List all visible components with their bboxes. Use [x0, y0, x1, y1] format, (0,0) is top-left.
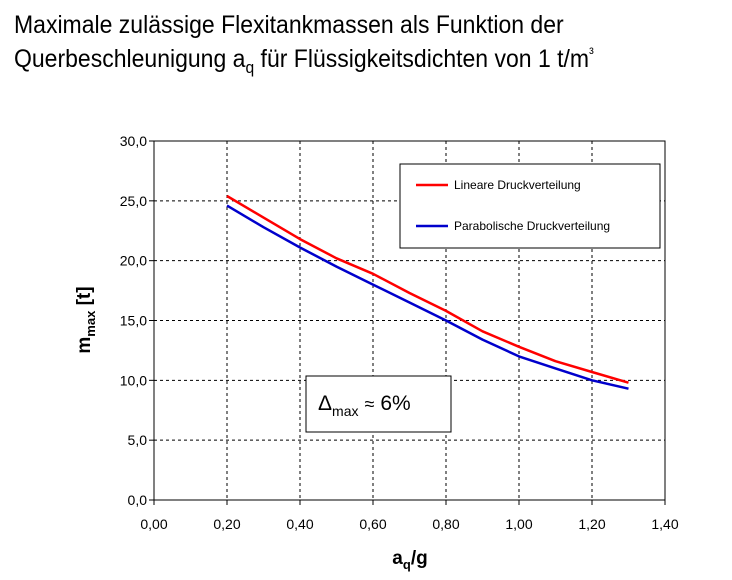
x-tick-label: 1,00 [505, 516, 532, 532]
title-subscript: q [245, 58, 255, 77]
annotation-frame [305, 375, 452, 433]
title-line-2-rest: für Flüssigkeitsdichten von 1 t/m [254, 45, 590, 73]
chart-title: Maximale zulässige Flexitankmassen als F… [14, 8, 658, 76]
grid [154, 141, 665, 500]
y-tick-label: 20,0 [120, 253, 147, 269]
y-axis-ticks: 0,0 5,0 10,0 15,0 20,0 25,0 30,0 [120, 133, 154, 508]
y-tick-label: 30,0 [120, 133, 147, 149]
annotation-value: 6% [380, 392, 410, 415]
title-line-1: Maximale zulässige Flexitankmassen als F… [14, 11, 564, 39]
y-tick-label: 25,0 [120, 193, 147, 209]
y-tick-label: 10,0 [120, 372, 147, 388]
x-axis-label-sub: q [403, 557, 411, 572]
legend-box [399, 163, 661, 249]
y-tick-label: 0,0 [128, 492, 148, 508]
y-axis-label-rest: [t] [74, 286, 95, 310]
x-tick-label: 1,20 [578, 516, 605, 532]
x-tick-label: 0,60 [359, 516, 386, 532]
y-axis-label-sub: max [83, 310, 98, 337]
legend-label-parabolische: Parabolische Druckverteilung [454, 219, 610, 233]
annotation-box: Δmax ≈6% [305, 375, 452, 433]
annotation-sub: max [332, 403, 358, 419]
x-tick-label: 0,80 [432, 516, 459, 532]
annotation-delta: Δ [318, 392, 332, 415]
x-tick-label: 0,40 [286, 516, 313, 532]
y-axis-label-main: m [74, 337, 95, 354]
title-line-2-text: Querbeschleunigung a [14, 45, 246, 73]
x-tick-label: 0,20 [213, 516, 240, 532]
x-tick-label: 0,00 [140, 516, 167, 532]
annotation-text: Δmax ≈6% [318, 392, 411, 419]
series-line-parabolische [226, 204, 629, 390]
title-line-2: Querbeschleunigung aq für Flüssigkeitsdi… [14, 42, 658, 76]
x-tick-label: 1,40 [651, 516, 678, 532]
x-axis-label-rest: /g [411, 548, 428, 569]
legend-label-lineare: Lineare Druckverteilung [454, 178, 581, 192]
y-tick-label: 5,0 [128, 432, 148, 448]
x-axis-label: aq/g [392, 548, 427, 572]
annotation-approx: ≈ [364, 394, 374, 414]
series-lines [226, 194, 629, 390]
title-superscript: ³ [589, 45, 594, 62]
y-tick-label: 15,0 [120, 313, 147, 329]
legend: Lineare Druckverteilung Parabolische Dru… [399, 163, 661, 249]
x-axis-ticks: 0,00 0,20 0,40 0,60 0,80 1,00 1,20 1,40 [140, 500, 679, 532]
x-axis-label-main: a [392, 548, 403, 569]
y-axis-label: mmax [t] [74, 286, 98, 353]
series-line-lineare [226, 194, 629, 384]
